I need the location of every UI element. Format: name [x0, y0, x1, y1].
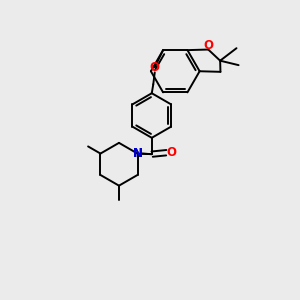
- Text: O: O: [150, 61, 160, 74]
- Text: N: N: [133, 147, 142, 160]
- Text: O: O: [167, 146, 177, 159]
- Text: O: O: [204, 40, 214, 52]
- Text: N: N: [133, 147, 143, 160]
